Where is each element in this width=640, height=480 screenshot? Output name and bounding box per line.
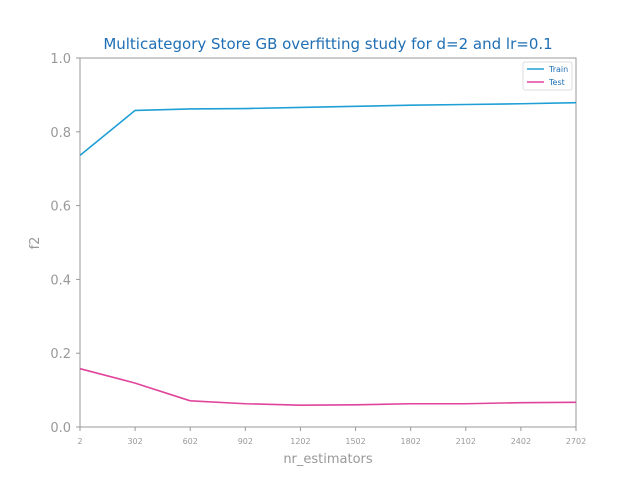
series-line-test [79, 367, 577, 407]
legend: Train Test [522, 61, 573, 91]
x-tick-label: 302 [127, 437, 142, 446]
x-axis: 2 302 602 902 1202 1502 1802 2102 2402 2702 [77, 427, 586, 446]
x-tick-label: 2702 [566, 437, 586, 446]
y-tick-label: 0.8 [50, 126, 71, 141]
y-tick-label: 1.0 [50, 52, 71, 67]
y-tick-label: 0.4 [50, 273, 71, 288]
x-axis-label: nr_estimators [283, 452, 373, 467]
series-group [79, 101, 577, 407]
x-tick-label: 1802 [400, 437, 420, 446]
x-tick-label: 602 [183, 437, 198, 446]
plot-frame [79, 57, 577, 428]
plot-area [79, 57, 577, 428]
y-tick-label: 0.0 [50, 421, 71, 436]
legend-label-train: Train [548, 65, 568, 74]
y-tick-label: 0.6 [50, 200, 71, 215]
x-tick-label: 902 [238, 437, 253, 446]
y-axis-label: f2 [28, 237, 43, 250]
x-tick-label: 2402 [511, 437, 531, 446]
x-tick-label: 1202 [290, 437, 310, 446]
y-axis: 0.0 0.2 0.4 0.6 0.8 1.0 [50, 52, 80, 436]
legend-label-test: Test [548, 78, 565, 87]
x-tick-label: 2102 [456, 437, 476, 446]
series-line-train [79, 101, 577, 157]
chart-title: Multicategory Store GB overfitting study… [103, 35, 552, 53]
y-tick-label: 0.2 [50, 347, 71, 362]
x-tick-label: 2 [77, 437, 82, 446]
x-tick-label: 1502 [345, 437, 365, 446]
